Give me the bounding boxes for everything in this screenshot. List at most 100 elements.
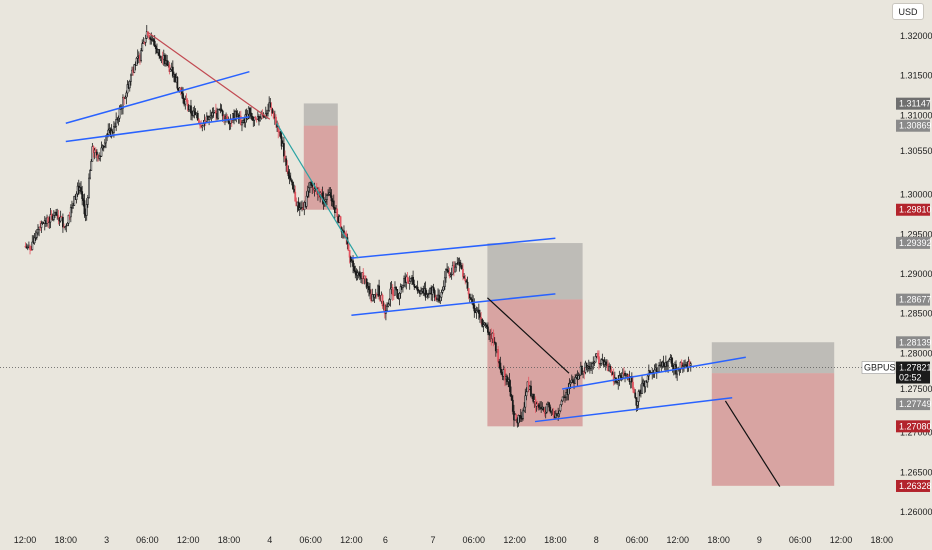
candle-body [378,285,381,297]
candle [26,244,29,251]
trend-line-1[interactable] [276,122,359,259]
trend-line-3[interactable] [724,400,781,487]
countdown-label: 02:52 [899,373,922,383]
zone-target-0[interactable] [303,103,338,126]
candle [522,408,524,421]
candle-body [621,372,624,378]
candle-body [265,112,268,115]
candle [107,123,110,138]
price-axis[interactable]: 1.32000 1.31500 1.31000 1.30550 1.30000 1.295… [900,31,932,517]
trend-line-0[interactable] [147,31,271,120]
channel-line-3[interactable] [351,293,556,316]
candle [466,276,469,291]
candle [406,271,409,284]
candle-body [445,269,447,279]
candle-body [103,142,106,147]
candle [55,208,58,216]
candle [196,110,199,121]
candle-body [249,107,251,114]
time-axis[interactable]: 12:00 18:00 3 06:00 12:00 18:00 4 06:00 12:00 6 7 0… [14,535,893,545]
candle [637,389,640,408]
candle-body [460,265,463,270]
candle [560,399,563,407]
price-level-badge: 1.29810 [896,203,932,216]
candle [371,288,374,302]
y-tick-label: 1.26500 [900,467,932,477]
candle [117,115,120,126]
x-tick-label: 6 [383,535,388,545]
candle-body [564,396,566,399]
candle-body [277,126,280,132]
candle [498,358,501,369]
candle-body [149,37,152,40]
candle-body [117,117,120,120]
price-level-badge: 1.27080 [896,420,932,433]
price-level-label: 1.30869 [899,121,932,131]
candle-body [498,361,501,364]
candle-body [469,297,472,300]
candle-body [395,287,398,290]
drawings[interactable] [65,31,781,487]
zone-target-2[interactable] [487,243,583,300]
candle-body [442,286,445,291]
candle [35,229,38,240]
candle [517,414,520,427]
x-tick-label: 9 [757,535,762,545]
trend-line-2[interactable] [486,297,570,374]
candle [685,361,688,368]
candle-body [649,370,651,374]
symbol-tag[interactable]: GBPUSD [861,361,903,374]
candle [289,172,292,182]
candle [212,107,215,118]
candle-body [401,284,404,289]
candle [508,373,511,392]
candle [434,294,437,302]
candle [136,49,139,65]
candle-body [500,369,503,375]
candle-body [37,229,39,234]
y-tick-label: 1.31500 [900,71,932,81]
candle [181,86,183,99]
candle [409,277,412,282]
candle [57,209,60,225]
candle [327,189,330,197]
channel-line-1[interactable] [65,116,250,143]
candle [90,159,93,171]
badge-bg [896,119,930,132]
zone-stop-3[interactable] [487,299,583,427]
candle-body [571,379,574,383]
channel-line-2[interactable] [351,237,556,259]
candle-body [221,110,224,117]
price-level-badge: 1.31147 [896,97,931,110]
candle-body [49,214,52,223]
candle [270,102,273,117]
candle-body [486,326,489,333]
x-tick-label: 4 [267,535,272,545]
zone-stop-5[interactable] [711,373,835,486]
channel-line-4[interactable] [562,356,746,390]
candle-body [545,404,548,413]
candle-body [532,393,535,402]
y-tick-label: 1.29500 [900,229,932,239]
x-tick-label: 12:00 [667,535,690,545]
candle [394,281,396,296]
currency-button[interactable]: USD [892,3,924,20]
candle-body [544,411,547,414]
candle [141,39,144,52]
candle [527,376,530,393]
candle [241,120,243,132]
candle [578,373,581,380]
candle-body [610,369,613,373]
candle-body [358,271,361,277]
zone-target-4[interactable] [711,342,835,374]
channel-line-0[interactable] [65,70,250,124]
candle [381,293,384,309]
candle [561,396,564,402]
candle [250,107,252,120]
candle [543,408,546,417]
candle [38,226,41,237]
current-price-label: 1.27821 [899,363,932,373]
channel-line-5[interactable] [534,397,733,423]
